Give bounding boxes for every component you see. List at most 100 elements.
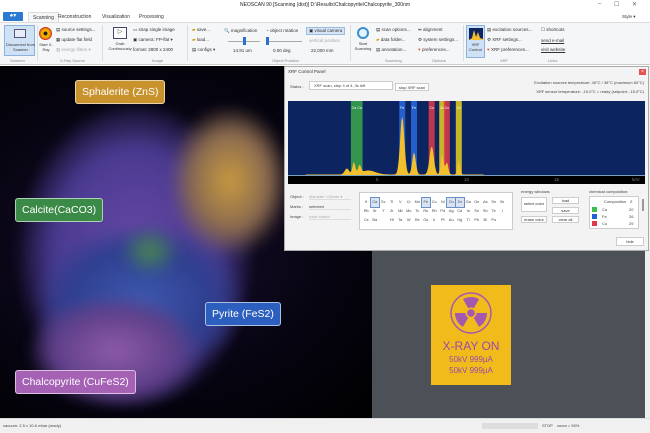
tab-visualization[interactable]: Visualization (102, 14, 130, 20)
element-Se[interactable]: Se (491, 200, 497, 204)
scan-options-button[interactable]: ▤ scan options... (376, 27, 411, 32)
element-Nb[interactable]: Nb (397, 209, 403, 213)
object-select[interactable]: diameter <10mm ▾ (309, 194, 351, 200)
rotation-slider-handle[interactable] (266, 37, 269, 45)
element-Os[interactable]: Os (423, 218, 429, 222)
element-Cd[interactable]: Cd (457, 209, 463, 213)
style-menu[interactable]: Style ▾ (622, 14, 636, 19)
energy-window-Cu[interactable] (428, 101, 435, 176)
shortcuts-button[interactable]: ☐ shortcuts (541, 27, 565, 32)
energy-window-Zn[interactable] (455, 101, 462, 176)
element-Ni[interactable]: Ni (440, 200, 445, 204)
energy-filters-button[interactable]: ▥ energy filters ▾ (56, 47, 91, 52)
element-Zr[interactable]: Zr (389, 209, 394, 213)
hide-button[interactable]: hide (616, 237, 644, 246)
system-settings-button[interactable]: ⚙ system settings... (418, 37, 459, 42)
grab-continuously-button[interactable]: ▷ Grab Continuously (105, 27, 135, 57)
element-Sb[interactable]: Sb (482, 209, 488, 213)
energy-window-Fe[interactable] (411, 101, 418, 176)
element-Po[interactable]: Po (491, 218, 497, 222)
camera-select[interactable]: ▣ camera: FP-flat ▾ (133, 37, 173, 42)
element-Rh[interactable]: Rh (431, 209, 437, 213)
element-Hg[interactable]: Hg (457, 218, 463, 222)
element-Rb[interactable]: Rb (363, 209, 369, 213)
save-button[interactable]: ▰ save... (192, 27, 210, 32)
element-Bi[interactable]: Bi (483, 218, 487, 222)
annotation-button[interactable]: ▤ annotation... (376, 47, 407, 52)
xrf-preferences-button[interactable]: ♥ XRF preferences... (487, 47, 529, 52)
marks-select[interactable]: selected (309, 204, 351, 210)
configs-button[interactable]: ▤ configs ▾ (192, 47, 216, 52)
element-Ag[interactable]: Ag (448, 209, 454, 213)
tab-processing[interactable]: Processing (139, 14, 164, 20)
element-Ir[interactable]: Ir (433, 218, 436, 222)
app-menu-button[interactable]: ●▾ (3, 12, 23, 21)
energy-window-Ca[interactable] (356, 101, 363, 176)
energy-window-Cu[interactable] (443, 101, 450, 176)
stop-xrf-scan-button[interactable]: stop XRF scan (395, 83, 429, 91)
element-Ca[interactable]: Ca (369, 197, 380, 208)
element-Sc[interactable]: Sc (381, 200, 386, 204)
vertical-position-value[interactable]: 22,000 mm (311, 48, 334, 53)
element-In[interactable]: In (466, 209, 470, 213)
element-Ba[interactable]: Ba (372, 218, 378, 222)
update-flat-field-button[interactable]: ▦ update flat field (56, 37, 93, 42)
element-Pd[interactable]: Pd (440, 209, 446, 213)
send-email-link[interactable]: send e-mail (541, 38, 565, 43)
source-settings-button[interactable]: ▤ source settings... (56, 27, 96, 32)
element-W[interactable]: W (406, 218, 411, 222)
preferences-button[interactable]: ♥ preferences... (418, 47, 450, 52)
element-Ti[interactable]: Ti (390, 200, 394, 204)
element-I[interactable]: I (501, 209, 503, 213)
element-As[interactable]: As (483, 200, 488, 204)
element-Y[interactable]: Y (381, 209, 385, 213)
tab-reconstruction[interactable]: Reconstruction (58, 14, 92, 20)
element-V[interactable]: V (398, 200, 402, 204)
element-Ru[interactable]: Ru (423, 209, 429, 213)
element-Cs[interactable]: Cs (363, 218, 369, 222)
tab-scanning[interactable]: Scanning (28, 12, 59, 23)
element-Fe[interactable]: Fe (420, 197, 431, 208)
element-K[interactable]: K (364, 200, 368, 204)
element-Au[interactable]: Au (448, 218, 454, 222)
maximize-button[interactable]: ☐ (614, 2, 620, 8)
element-Ta[interactable]: Ta (398, 218, 403, 222)
element-Cu[interactable]: Cu (446, 197, 457, 208)
close-button[interactable]: ✕ (632, 2, 638, 8)
element-Br[interactable]: Br (500, 200, 505, 204)
alignment-button[interactable]: ⇹ alignment (418, 27, 443, 32)
visual-camera-button[interactable]: ▣ visual camera (306, 27, 346, 35)
element-Cr[interactable]: Cr (406, 200, 411, 204)
stop-button[interactable]: STOP (542, 423, 553, 428)
visit-website-link[interactable]: visit website (541, 47, 566, 52)
load-button[interactable]: load (552, 197, 579, 204)
element-Co[interactable]: Co (431, 200, 437, 204)
disconnect-button[interactable]: Disconnect from Scanner (4, 25, 35, 56)
select-color-button[interactable]: select color (521, 197, 547, 212)
erase-color-button[interactable]: erase color (521, 216, 547, 223)
rotation-slider[interactable] (266, 41, 302, 42)
element-Re[interactable]: Re (414, 218, 420, 222)
element-Sr[interactable]: Sr (372, 209, 377, 213)
start-xray-button[interactable]: Start X-Ray (39, 27, 53, 55)
image-select[interactable]: color coded (309, 214, 351, 220)
start-scanning-button[interactable]: Start Scanning (352, 27, 374, 57)
energy-window-Ca[interactable] (350, 101, 357, 176)
element-Ge[interactable]: Ge (474, 200, 480, 204)
composition-scrollbar[interactable] (642, 199, 644, 211)
panel-close-button[interactable]: × (639, 69, 646, 75)
data-folder-button[interactable]: ▰ data folder... (376, 37, 406, 42)
element-Pb[interactable]: Pb (474, 218, 480, 222)
element-Sn[interactable]: Sn (474, 209, 480, 213)
element-Ga[interactable]: Ga (465, 200, 471, 204)
element-Tc[interactable]: Tc (415, 209, 420, 213)
element-Mn[interactable]: Mn (414, 200, 420, 204)
xrf-settings-button[interactable]: ⚙ XRF settings... (487, 37, 522, 42)
element-Mo[interactable]: Mo (406, 209, 412, 213)
element-Te[interactable]: Te (491, 209, 496, 213)
minimize-button[interactable]: – (598, 1, 602, 7)
element-Zn[interactable]: Zn (454, 197, 465, 208)
element-Hf[interactable]: Hf (389, 218, 394, 222)
excitation-sources-button[interactable]: ▤ excitation sources... (487, 27, 533, 32)
element-Pt[interactable]: Pt (440, 218, 445, 222)
